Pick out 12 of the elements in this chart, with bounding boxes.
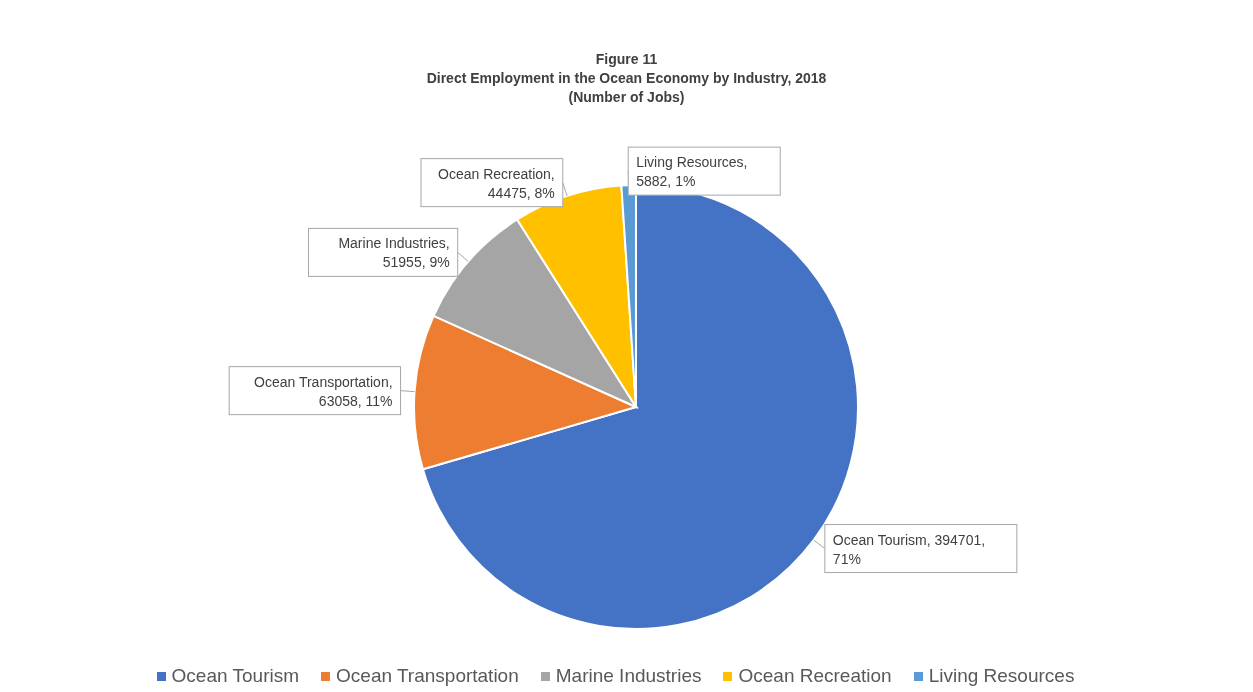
- legend-label: Marine Industries: [554, 665, 702, 687]
- data-label: Ocean Recreation, 44475, 8%: [438, 165, 555, 201]
- legend-label: Living Resources: [927, 665, 1075, 687]
- chart-subtitle: Direct Employment in the Ocean Economy by Industry, 2018 (Number of Jobs): [425, 69, 828, 107]
- legend-label: Ocean Tourism: [170, 665, 300, 687]
- data-label: Ocean Transportation, 63058, 11%: [254, 373, 393, 409]
- data-label: Living Resources, 5882, 1%: [636, 154, 748, 190]
- data-label: Ocean Tourism, 394701, 71%: [832, 531, 986, 567]
- legend-label: Ocean Transportation: [335, 665, 519, 687]
- chart-title: Figure 11: [594, 50, 659, 69]
- legend-label: Ocean Recreation: [737, 665, 892, 687]
- data-label: Marine Industries, 51955, 9%: [338, 235, 450, 271]
